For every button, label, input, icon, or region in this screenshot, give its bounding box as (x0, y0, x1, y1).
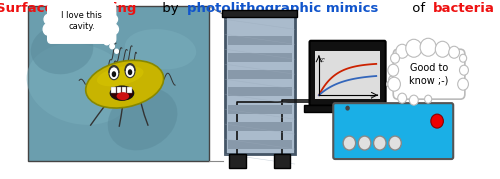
Bar (28, 6, 209, 161)
Text: Surface imprinting: Surface imprinting (0, 2, 136, 15)
Bar (116, 87, 121, 93)
Text: of: of (408, 2, 430, 15)
Ellipse shape (112, 71, 116, 77)
Circle shape (115, 49, 118, 53)
Ellipse shape (109, 67, 119, 80)
Text: I love this
cavity.: I love this cavity. (62, 11, 102, 31)
FancyBboxPatch shape (48, 3, 116, 43)
Text: bacteria: bacteria (432, 2, 494, 15)
Bar (228, 105, 292, 114)
Ellipse shape (125, 65, 135, 78)
Circle shape (388, 77, 400, 91)
Bar (230, 154, 246, 168)
Circle shape (436, 41, 450, 57)
Ellipse shape (110, 86, 134, 100)
Circle shape (431, 114, 444, 128)
Bar (111, 87, 116, 93)
Bar (128, 87, 132, 93)
Circle shape (386, 82, 391, 87)
Circle shape (43, 23, 54, 35)
Bar (228, 122, 292, 131)
Text: Good to
know ;-): Good to know ;-) (410, 63, 449, 86)
Circle shape (110, 15, 117, 23)
Bar (228, 53, 292, 62)
Circle shape (88, 0, 99, 12)
Ellipse shape (86, 60, 164, 108)
Bar (228, 87, 292, 96)
Circle shape (110, 44, 114, 49)
Circle shape (346, 106, 350, 111)
Circle shape (358, 136, 371, 150)
Text: Z': Z' (320, 58, 326, 63)
Circle shape (76, 0, 88, 11)
Bar (228, 36, 292, 45)
Circle shape (98, 3, 108, 13)
Bar (274, 154, 290, 168)
Circle shape (374, 136, 386, 150)
Text: by: by (158, 2, 183, 15)
Circle shape (62, 0, 76, 11)
Bar (122, 87, 126, 93)
Circle shape (460, 54, 466, 62)
Ellipse shape (108, 88, 178, 150)
FancyBboxPatch shape (334, 103, 453, 159)
Circle shape (398, 93, 406, 103)
Circle shape (392, 70, 398, 78)
Circle shape (390, 53, 400, 63)
Circle shape (460, 65, 468, 75)
Ellipse shape (128, 69, 132, 75)
Circle shape (343, 136, 355, 150)
Text: photolithographic mimics: photolithographic mimics (187, 2, 378, 15)
Bar (228, 70, 292, 79)
Circle shape (420, 38, 436, 56)
Circle shape (44, 14, 53, 24)
Circle shape (104, 38, 110, 45)
Circle shape (389, 136, 402, 150)
Circle shape (448, 46, 460, 58)
Circle shape (424, 95, 432, 103)
Ellipse shape (30, 24, 94, 74)
Circle shape (406, 39, 422, 57)
Bar (228, 140, 292, 149)
Bar (304, 105, 392, 112)
Ellipse shape (97, 66, 144, 86)
FancyBboxPatch shape (393, 49, 465, 99)
Bar (225, 14, 295, 154)
Circle shape (388, 64, 398, 76)
Text: Z: Z (370, 96, 374, 101)
Bar (222, 10, 298, 17)
Circle shape (389, 76, 394, 82)
Ellipse shape (125, 29, 196, 69)
Bar (316, 51, 380, 99)
Ellipse shape (26, 43, 133, 125)
Circle shape (396, 44, 408, 58)
Ellipse shape (116, 92, 129, 100)
Circle shape (110, 24, 118, 34)
Circle shape (410, 95, 418, 105)
FancyBboxPatch shape (310, 41, 386, 106)
Circle shape (458, 78, 468, 90)
Circle shape (52, 0, 64, 13)
